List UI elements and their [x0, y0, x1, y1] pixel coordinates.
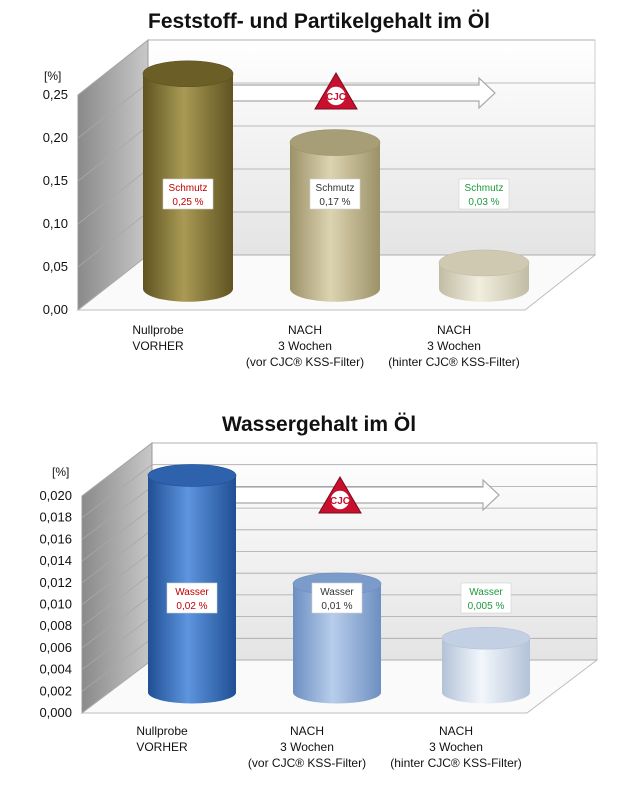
data-label: Schmutz 0,17 % — [309, 178, 361, 210]
category-label: (vor CJC® KSS-Filter) — [246, 355, 364, 369]
bar-top — [147, 464, 237, 487]
y-axis-unit: [%] — [52, 465, 69, 479]
category-label: VORHER — [136, 740, 188, 754]
logo-text: CJC — [330, 496, 350, 507]
category-label: NACH — [288, 323, 322, 337]
chart-title: Feststoff- und Partikelgehalt im Öl — [148, 10, 490, 33]
data-label-name: Wasser — [175, 587, 209, 598]
y-tick-label: 0,008 — [39, 618, 72, 633]
data-label: Wasser 0,01 % — [311, 582, 363, 614]
category-label: (hinter CJC® KSS-Filter) — [390, 756, 522, 770]
data-label-value: 0,03 % — [468, 197, 499, 208]
y-tick-label: 0,000 — [39, 705, 72, 720]
y-tick-label: 0,012 — [39, 575, 72, 590]
category-label: 3 Wochen — [427, 339, 481, 353]
bar-body — [290, 142, 380, 302]
y-tick-label: 0,15 — [43, 173, 68, 188]
category-label: NACH — [439, 724, 473, 738]
gridline — [77, 39, 595, 96]
category-label: Nullprobe — [136, 724, 188, 738]
data-label-name: Wasser — [320, 587, 354, 598]
data-label-value: 0,01 % — [321, 601, 352, 612]
category-label: VORHER — [132, 339, 184, 353]
bar-top — [289, 129, 381, 156]
y-tick-label: 0,002 — [39, 683, 72, 698]
gridline — [81, 464, 597, 519]
y-tick-label: 0,018 — [39, 510, 72, 525]
y-tick-label: 0,00 — [43, 302, 68, 317]
category-label: NACH — [290, 724, 324, 738]
data-label-box — [166, 582, 218, 614]
category-label: 3 Wochen — [280, 740, 334, 754]
cjc-logo: CJC — [318, 476, 362, 514]
data-label-value: 0,17 % — [319, 197, 350, 208]
data-label-box — [309, 178, 361, 210]
y-tick-label: 0,006 — [39, 640, 72, 655]
data-label-value: 0,25 % — [172, 197, 203, 208]
logo-circle — [325, 85, 347, 107]
data-label-value: 0,02 % — [176, 601, 207, 612]
data-label: Schmutz 0,25 % — [162, 178, 214, 210]
category-label: Nullprobe — [132, 323, 184, 337]
y-axis-unit: [%] — [44, 69, 61, 83]
data-label-box — [458, 178, 510, 210]
bar-top — [142, 60, 234, 88]
y-tick-label: 0,016 — [39, 531, 72, 546]
gridline — [81, 442, 597, 497]
y-tick-label: 0,010 — [39, 597, 72, 612]
logo-circle — [329, 489, 351, 511]
bar-body — [442, 638, 530, 704]
category-label: 3 Wochen — [278, 339, 332, 353]
bar-3 — [438, 249, 530, 302]
category-label: (vor CJC® KSS-Filter) — [248, 756, 366, 770]
y-tick-label: 0,10 — [43, 216, 68, 231]
bar-2 — [289, 129, 381, 302]
cjc-logo: CJC — [314, 72, 358, 110]
data-label: Wasser 0,02 % — [166, 582, 218, 614]
data-label: Wasser 0,005 % — [460, 582, 512, 614]
bar-body — [293, 583, 381, 704]
solids-chart: Feststoff- und Partikelgehalt im Öl [%] … — [43, 10, 597, 369]
bar-3 — [441, 626, 531, 704]
logo-text: CJC — [326, 92, 346, 103]
bar-top — [438, 249, 530, 277]
data-label: Schmutz 0,03 % — [458, 178, 510, 210]
y-tick-label: 0,020 — [39, 488, 72, 503]
category-label: 3 Wochen — [429, 740, 483, 754]
y-tick-label: 0,20 — [43, 130, 68, 145]
chart-title: Wassergehalt im Öl — [222, 413, 416, 436]
water-chart: Wassergehalt im Öl [%] 0,000 0,002 0,004 0,… — [39, 413, 599, 770]
data-label-name: Schmutz — [316, 183, 355, 194]
data-label-value: 0,005 % — [468, 601, 505, 612]
y-tick-label: 0,014 — [39, 553, 72, 568]
data-label-box — [162, 178, 214, 210]
y-tick-label: 0,25 — [43, 87, 68, 102]
data-label-name: Wasser — [469, 587, 503, 598]
data-label-name: Schmutz — [169, 183, 208, 194]
data-label-name: Schmutz — [465, 183, 504, 194]
y-tick-label: 0,004 — [39, 662, 72, 677]
y-tick-label: 0,05 — [43, 259, 68, 274]
category-label: NACH — [437, 323, 471, 337]
bar-top — [441, 626, 531, 650]
category-label: (hinter CJC® KSS-Filter) — [388, 355, 520, 369]
data-label-box — [460, 582, 512, 614]
data-label-box — [311, 582, 363, 614]
